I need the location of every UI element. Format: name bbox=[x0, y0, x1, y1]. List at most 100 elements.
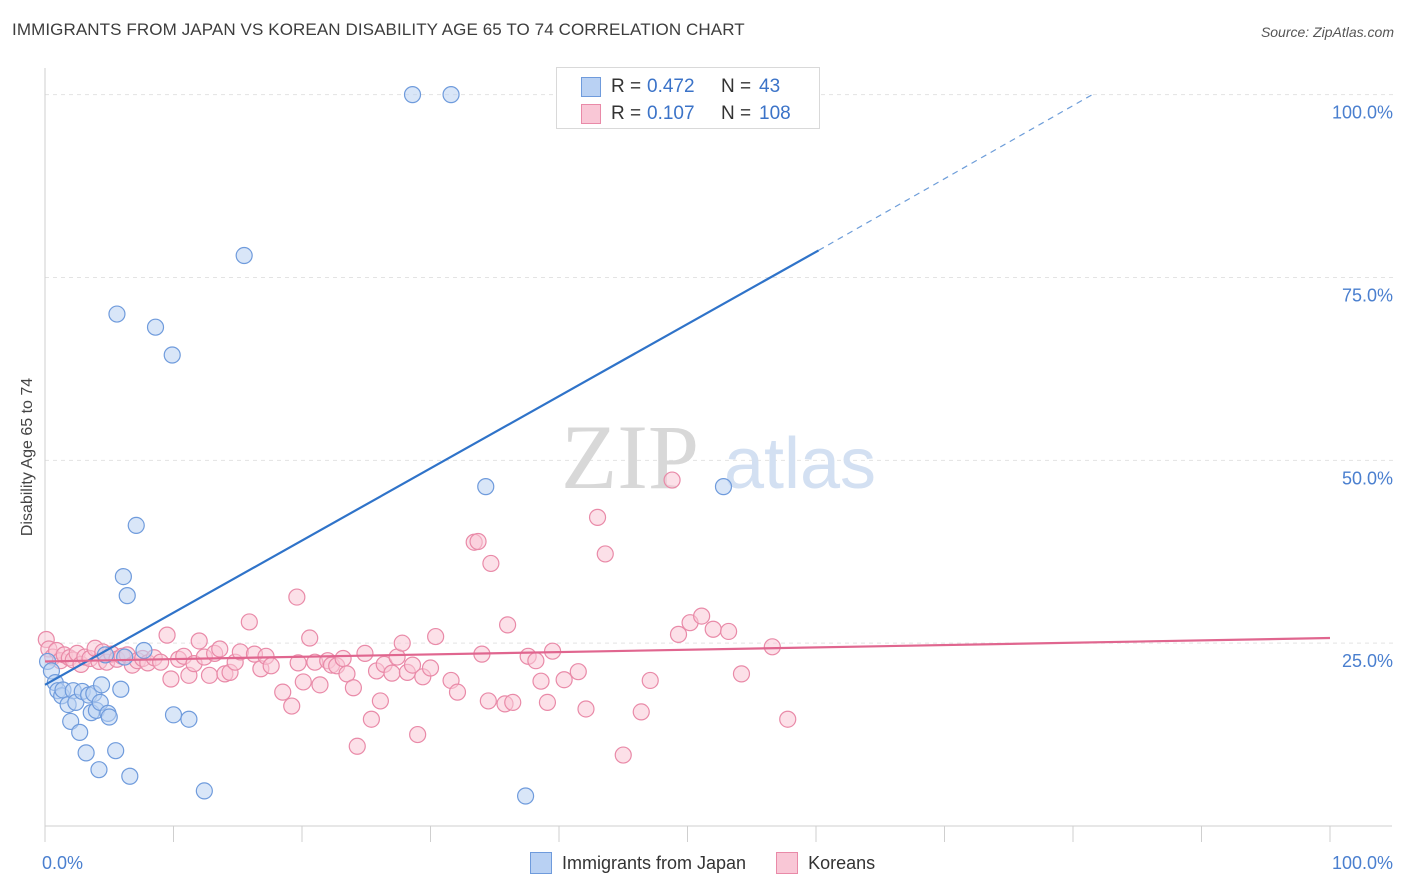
koreans-point-41 bbox=[240, 613, 258, 631]
koreans-point-86 bbox=[527, 652, 545, 670]
n-label: N = bbox=[721, 76, 752, 97]
japan-point-39 bbox=[442, 86, 460, 104]
japan-point-12 bbox=[77, 744, 95, 762]
koreans-point-62 bbox=[362, 710, 380, 728]
koreans-point-88 bbox=[538, 693, 557, 711]
japan-point-10 bbox=[71, 723, 89, 741]
r-value: 0.107 bbox=[647, 103, 695, 124]
n-value: 108 bbox=[759, 103, 791, 124]
japan-point-35 bbox=[180, 710, 198, 728]
japan-point-28 bbox=[118, 587, 136, 605]
n-label: N = bbox=[721, 103, 752, 124]
koreans-point-27 bbox=[162, 670, 180, 688]
koreans-point-61 bbox=[356, 644, 374, 662]
japan-point-36 bbox=[195, 782, 213, 800]
legend-item-japan[interactable]: Immigrants from Japan bbox=[530, 852, 746, 874]
japan-point-24 bbox=[108, 305, 126, 323]
koreans-point-25 bbox=[152, 653, 170, 671]
koreans-point-74 bbox=[427, 627, 445, 646]
koreans-point-70 bbox=[403, 656, 422, 674]
koreans-point-98 bbox=[663, 471, 681, 489]
koreans-point-83 bbox=[499, 616, 517, 634]
koreans-legend-swatch bbox=[776, 852, 799, 874]
koreans-point-95 bbox=[614, 746, 632, 764]
koreans-point-48 bbox=[288, 588, 306, 606]
r-label: R = bbox=[611, 103, 642, 124]
koreans-swatch bbox=[581, 104, 601, 124]
japan-swatch bbox=[581, 77, 601, 97]
japan-legend-swatch bbox=[530, 852, 552, 874]
legend-label-japan: Immigrants from Japan bbox=[562, 852, 747, 873]
x-tick-label-1: 100.0% bbox=[1332, 853, 1393, 873]
japan-trend-line bbox=[44, 249, 820, 686]
koreans-point-32 bbox=[190, 632, 208, 650]
japan-point-33 bbox=[163, 346, 181, 364]
koreans-point-49 bbox=[289, 654, 307, 672]
y-tick-label-2: 75.0% bbox=[1342, 285, 1393, 305]
japan-points bbox=[38, 86, 733, 805]
koreans-point-101 bbox=[693, 607, 711, 625]
chart-source: Source: ZipAtlas.com bbox=[1260, 24, 1394, 40]
trend-lines bbox=[44, 94, 1331, 686]
japan-point-29 bbox=[121, 767, 139, 785]
koreans-point-26 bbox=[158, 626, 176, 644]
japan-point-26 bbox=[114, 568, 132, 586]
x-tick-label-0: 0.0% bbox=[42, 853, 83, 873]
tick-labels: 25.0% 50.0% 75.0% 100.0% 0.0% 100.0% bbox=[42, 103, 1393, 873]
koreans-point-58 bbox=[338, 665, 356, 683]
japan-trend-extension bbox=[818, 94, 1093, 251]
koreans-point-94 bbox=[596, 545, 614, 563]
koreans-point-66 bbox=[383, 664, 401, 682]
koreans-point-96 bbox=[632, 703, 650, 721]
koreans-point-53 bbox=[311, 676, 329, 694]
japan-point-22 bbox=[100, 708, 118, 726]
koreans-point-34 bbox=[200, 666, 219, 684]
koreans-point-87 bbox=[532, 672, 550, 690]
y-tick-label-1: 50.0% bbox=[1342, 468, 1393, 488]
series-legend: Immigrants from Japan Koreans bbox=[530, 852, 905, 874]
japan-point-23 bbox=[107, 742, 125, 760]
japan-point-31 bbox=[135, 641, 153, 660]
axes bbox=[44, 68, 1392, 842]
r-value: 0.472 bbox=[647, 76, 695, 97]
koreans-point-50 bbox=[294, 673, 312, 691]
koreans-point-64 bbox=[371, 692, 389, 710]
koreans-point-102 bbox=[704, 620, 722, 638]
koreans-point-80 bbox=[479, 692, 497, 710]
legend-label-koreans: Koreans bbox=[808, 852, 876, 873]
koreans-point-57 bbox=[334, 649, 352, 668]
koreans-point-60 bbox=[348, 737, 366, 755]
koreans-point-59 bbox=[344, 679, 362, 697]
japan-point-25 bbox=[112, 680, 130, 698]
koreans-point-47 bbox=[283, 697, 301, 715]
legend-item-koreans[interactable]: Koreans bbox=[776, 852, 875, 874]
japan-point-30 bbox=[127, 516, 145, 535]
koreans-point-81 bbox=[482, 554, 500, 573]
y-tick-label-3: 100.0% bbox=[1332, 103, 1393, 123]
r-label: R = bbox=[611, 76, 642, 97]
stats-row-japan: R = 0.472 N = 43 bbox=[581, 74, 780, 100]
japan-point-19 bbox=[92, 676, 111, 694]
chart-title: IMMIGRANTS FROM JAPAN VS KOREAN DISABILI… bbox=[12, 20, 745, 39]
watermark: ZIP atlas bbox=[561, 406, 876, 508]
n-value: 43 bbox=[759, 76, 781, 97]
y-tick-label-0: 25.0% bbox=[1342, 651, 1393, 671]
koreans-point-45 bbox=[262, 657, 280, 675]
koreans-point-36 bbox=[211, 640, 229, 658]
japan-point-17 bbox=[90, 761, 108, 779]
koreans-point-92 bbox=[577, 700, 595, 718]
koreans-point-84 bbox=[504, 693, 522, 711]
koreans-point-51 bbox=[301, 629, 319, 647]
stats-row-koreans: R = 0.107 N = 108 bbox=[581, 101, 791, 127]
koreans-point-103 bbox=[720, 622, 738, 641]
japan-point-32 bbox=[146, 318, 165, 336]
koreans-point-68 bbox=[393, 634, 411, 652]
koreans-point-104 bbox=[732, 665, 751, 683]
koreans-point-71 bbox=[409, 725, 427, 744]
watermark-atlas: atlas bbox=[724, 424, 876, 504]
koreans-point-73 bbox=[421, 659, 440, 677]
koreans-point-105 bbox=[763, 638, 781, 656]
koreans-point-78 bbox=[469, 532, 487, 551]
japan-point-42 bbox=[714, 478, 733, 496]
